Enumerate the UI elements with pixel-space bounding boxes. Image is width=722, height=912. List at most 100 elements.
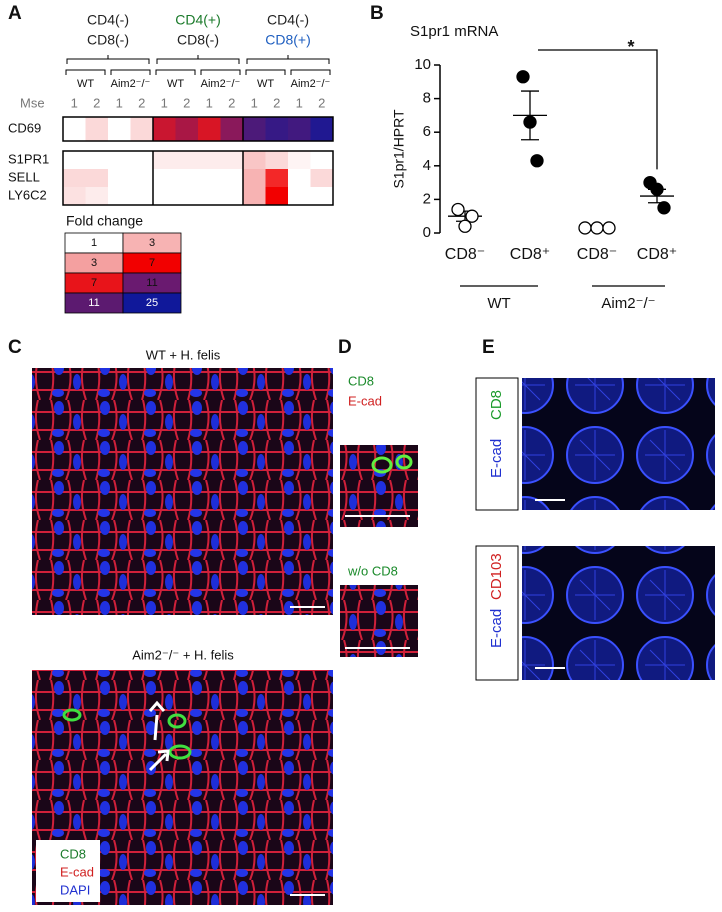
group-header: CD8(+) bbox=[265, 32, 311, 48]
replicate-label: 2 bbox=[273, 95, 280, 110]
replicate-label: 2 bbox=[318, 95, 325, 110]
group-label: Aim2⁻/⁻ bbox=[601, 295, 655, 312]
legend-value: 3 bbox=[149, 237, 155, 249]
group-header: CD4(+) bbox=[175, 12, 221, 28]
stain-label: CD8 bbox=[488, 390, 505, 420]
legend-value: 7 bbox=[149, 257, 155, 269]
legend-value: 11 bbox=[88, 297, 99, 309]
bracket bbox=[247, 55, 329, 64]
heat-cell bbox=[153, 117, 176, 141]
genotype-label: WT bbox=[167, 78, 184, 90]
data-point bbox=[531, 155, 543, 167]
genotype-label: Aim2⁻/⁻ bbox=[201, 78, 241, 90]
heat-cell bbox=[86, 169, 109, 187]
heat-cell bbox=[198, 187, 221, 205]
heat-cell bbox=[131, 151, 154, 169]
heat-cell bbox=[63, 187, 86, 205]
image-title: WT + H. felis bbox=[146, 347, 221, 362]
heat-cell bbox=[108, 117, 131, 141]
stain-label: E-cad bbox=[488, 609, 505, 648]
x-tick-label: CD8⁺ bbox=[637, 246, 677, 263]
heat-cell bbox=[131, 117, 154, 141]
replicate-label: 1 bbox=[116, 95, 123, 110]
row-label: CD69 bbox=[8, 120, 41, 135]
heat-cell bbox=[288, 117, 311, 141]
heat-cell bbox=[153, 169, 176, 187]
heat-cell bbox=[311, 169, 334, 187]
stain-label: E-cad bbox=[348, 393, 382, 408]
chart-title: S1pr1 mRNA bbox=[410, 23, 498, 40]
replicate-label: 2 bbox=[93, 95, 100, 110]
heat-cell bbox=[198, 169, 221, 187]
heat-cell bbox=[131, 187, 154, 205]
heat-cell bbox=[63, 117, 86, 141]
data-point bbox=[603, 222, 615, 234]
data-point bbox=[579, 222, 591, 234]
stain-label: CD103 bbox=[488, 553, 505, 600]
heat-cell bbox=[266, 169, 289, 187]
micrograph bbox=[522, 546, 715, 680]
replicate-label: 1 bbox=[251, 95, 258, 110]
row-label: S1PR1 bbox=[8, 151, 49, 166]
y-tick-label: 4 bbox=[423, 157, 431, 174]
replicate-label: 1 bbox=[296, 95, 303, 110]
heat-cell bbox=[86, 187, 109, 205]
bracket bbox=[246, 70, 285, 75]
genotype-label: Aim2⁻/⁻ bbox=[291, 78, 331, 90]
replicate-label: 2 bbox=[138, 95, 145, 110]
heat-cell bbox=[288, 151, 311, 169]
micrograph bbox=[522, 378, 715, 510]
heat-cell bbox=[153, 187, 176, 205]
y-tick-label: 2 bbox=[423, 190, 431, 207]
micrograph bbox=[32, 368, 333, 615]
bracket bbox=[291, 70, 330, 75]
bracket bbox=[157, 55, 239, 64]
heat-cell bbox=[86, 151, 109, 169]
heat-cell bbox=[176, 117, 199, 141]
heat-cell bbox=[221, 151, 244, 169]
micrograph bbox=[340, 585, 418, 657]
replicate-label: 1 bbox=[206, 95, 213, 110]
legend-title: Fold change bbox=[66, 213, 143, 229]
panel-label: C bbox=[8, 337, 22, 358]
panel-label: D bbox=[338, 337, 352, 358]
heat-cell bbox=[86, 117, 109, 141]
data-point bbox=[466, 210, 478, 222]
heat-cell bbox=[288, 169, 311, 187]
heat-cell bbox=[243, 187, 266, 205]
heat-cell bbox=[266, 117, 289, 141]
heat-cell bbox=[243, 117, 266, 141]
data-point bbox=[591, 222, 603, 234]
data-point bbox=[658, 202, 670, 214]
group-label: WT bbox=[487, 295, 510, 312]
heat-cell bbox=[131, 169, 154, 187]
heat-cell bbox=[153, 151, 176, 169]
y-tick-label: 8 bbox=[423, 90, 431, 107]
legend-value: 25 bbox=[146, 297, 158, 309]
genotype-label: Aim2⁻/⁻ bbox=[111, 78, 151, 90]
replicate-label: 1 bbox=[71, 95, 78, 110]
bracket bbox=[201, 70, 240, 75]
replicate-label: 1 bbox=[161, 95, 168, 110]
legend-text: E-cad bbox=[60, 864, 94, 879]
data-point bbox=[651, 183, 663, 195]
heat-cell bbox=[266, 151, 289, 169]
legend-value: 11 bbox=[146, 277, 157, 289]
heat-cell bbox=[221, 117, 244, 141]
bracket bbox=[66, 70, 105, 75]
heat-cell bbox=[108, 169, 131, 187]
genotype-label: WT bbox=[257, 78, 274, 90]
y-tick-label: 10 bbox=[414, 56, 431, 73]
x-tick-label: CD8⁻ bbox=[577, 246, 617, 263]
row-label: SELL bbox=[8, 169, 40, 184]
heat-cell bbox=[198, 117, 221, 141]
replicate-label: 2 bbox=[228, 95, 235, 110]
image-title: Aim2⁻/⁻ + H. felis bbox=[132, 647, 234, 662]
replicate-header: Mse bbox=[20, 95, 45, 110]
data-point bbox=[524, 116, 536, 128]
significance-bracket bbox=[538, 50, 657, 169]
x-tick-label: CD8⁻ bbox=[445, 246, 485, 263]
heat-cell bbox=[198, 151, 221, 169]
legend-value: 3 bbox=[91, 257, 97, 269]
